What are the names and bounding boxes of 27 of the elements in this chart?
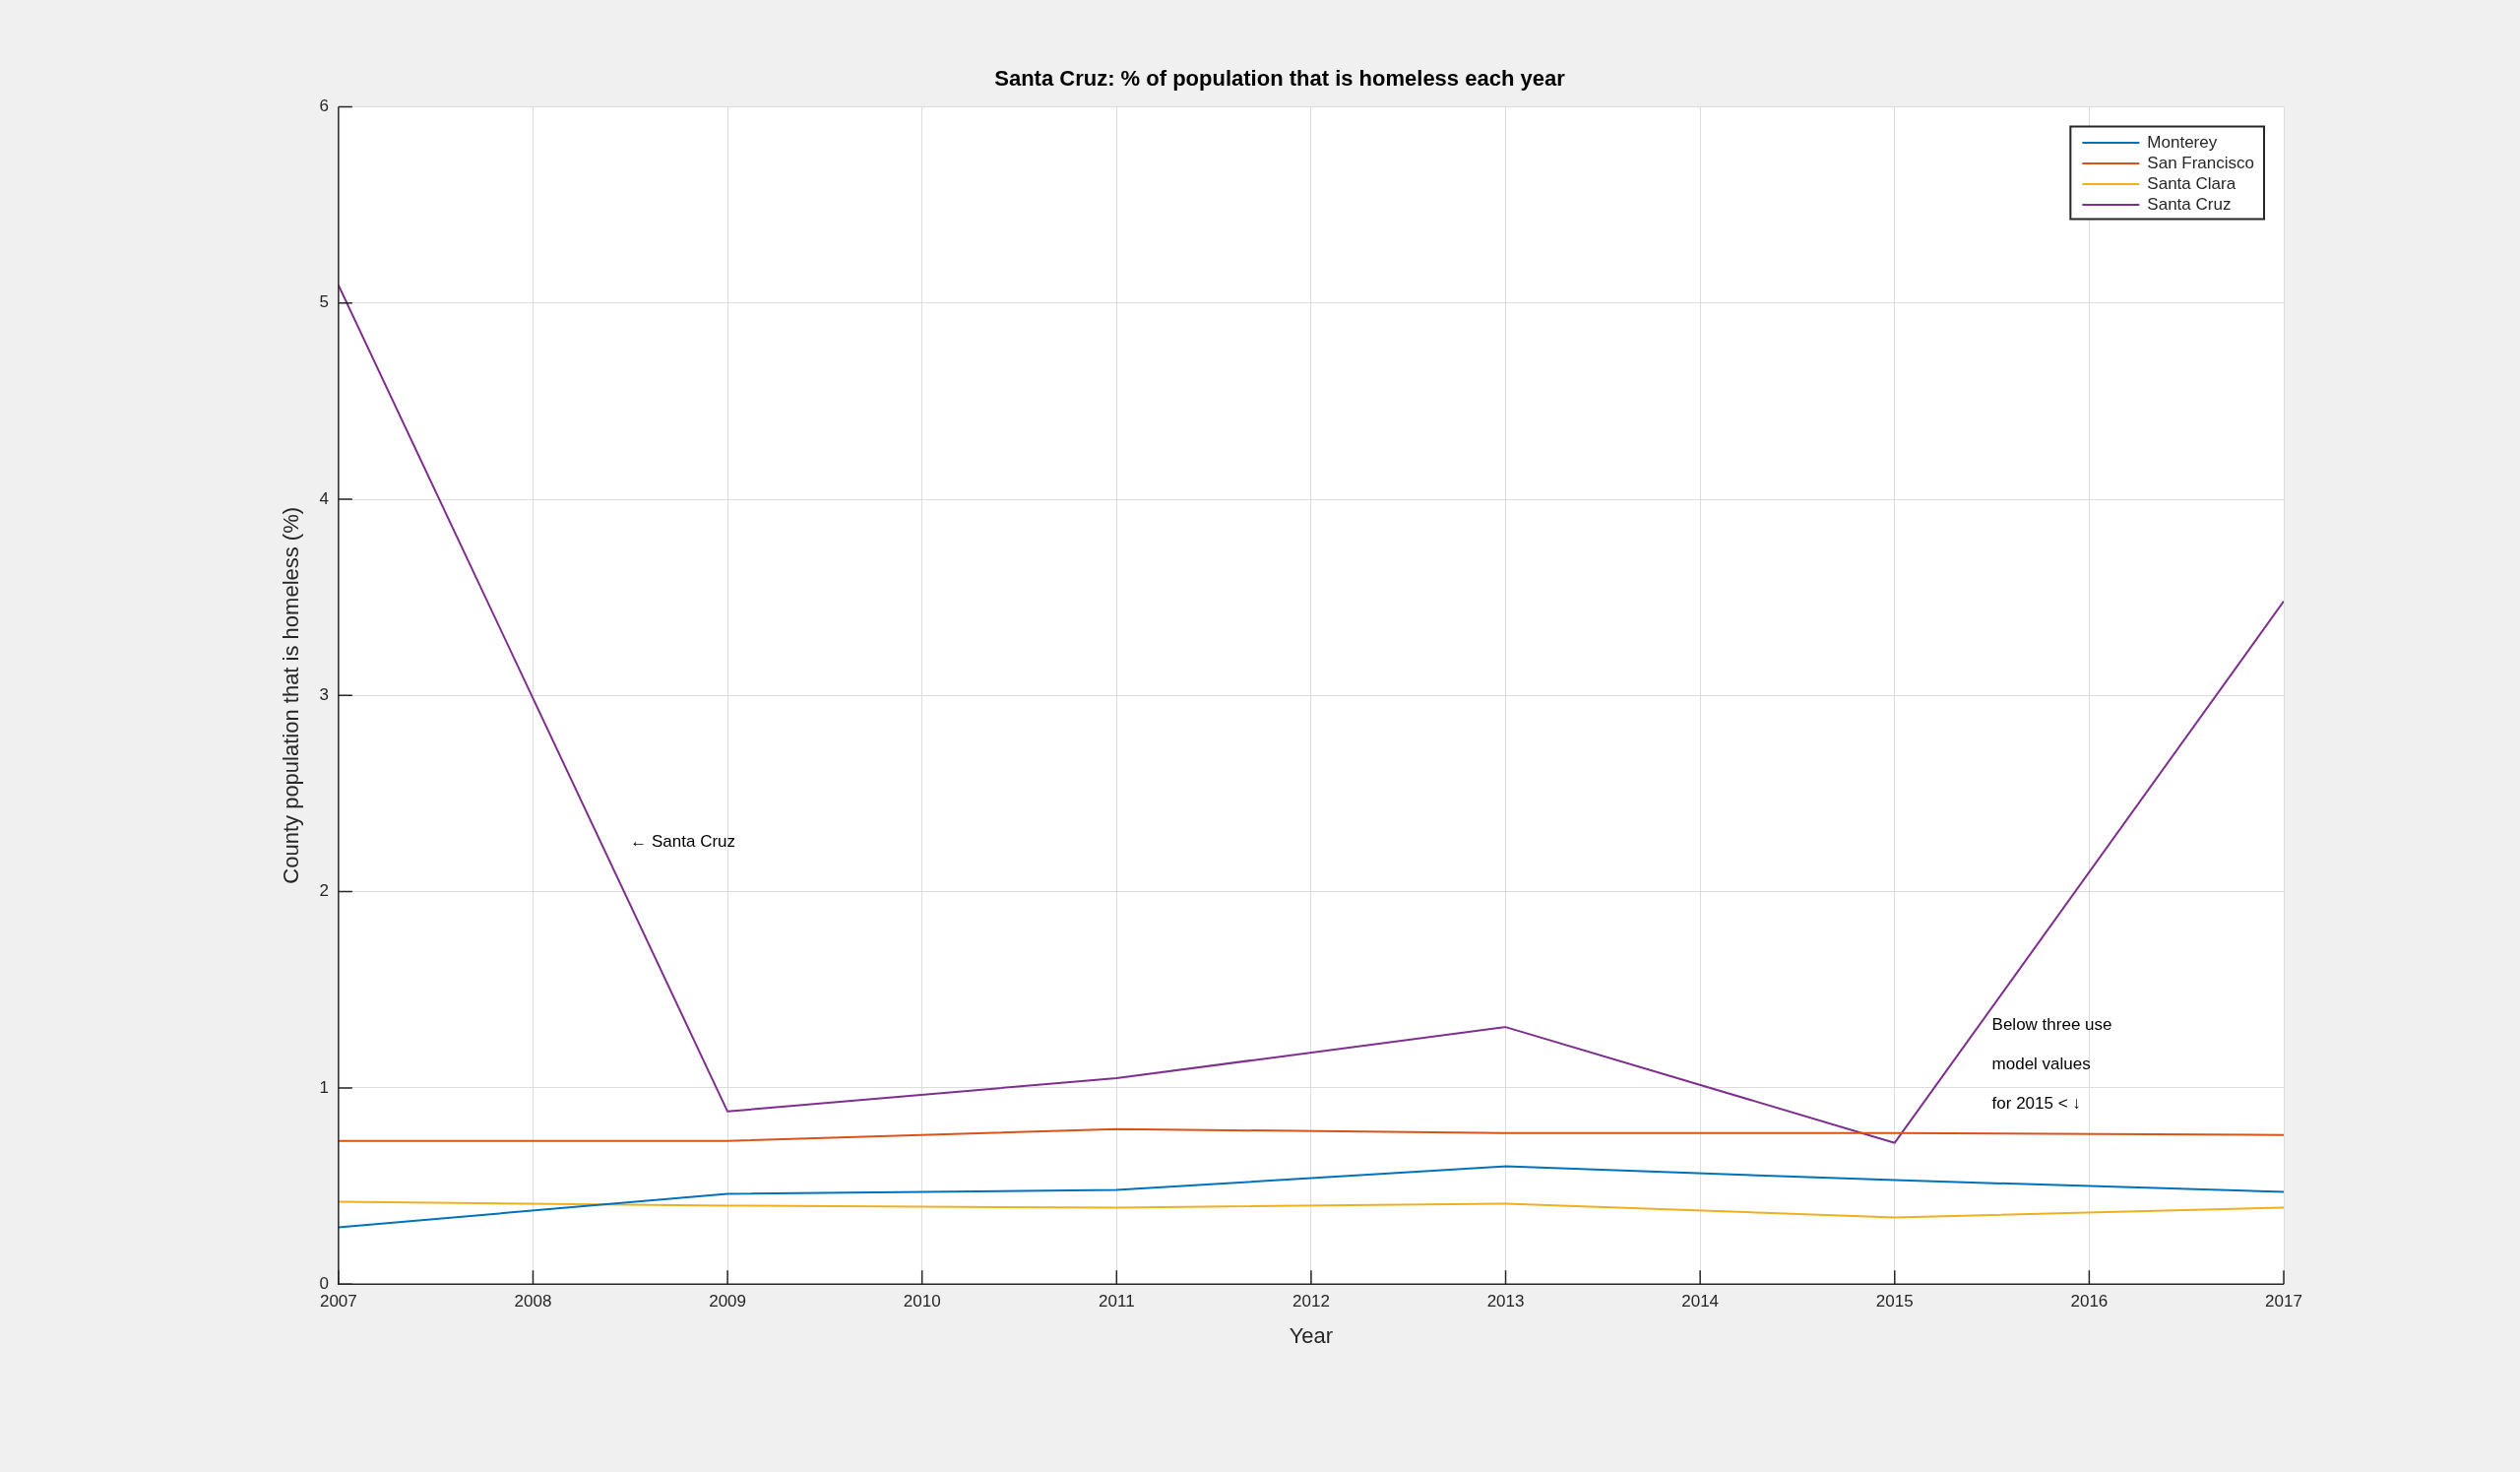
annotation: ← Santa Cruz — [630, 832, 736, 852]
y-tick-label: 1 — [319, 1077, 329, 1097]
y-tick-label: 6 — [319, 96, 329, 116]
y-tick-label: 2 — [319, 881, 329, 901]
x-tick-label: 2017 — [2265, 1292, 2302, 1312]
x-tick-label: 2011 — [1099, 1292, 1135, 1312]
x-tick-label: 2012 — [1292, 1292, 1330, 1312]
x-tick-label: 2016 — [2070, 1292, 2109, 1312]
x-tick-label: 2007 — [319, 1292, 357, 1312]
legend-label: Santa Cruz — [2147, 194, 2232, 214]
text: Below three use model values for 2015 < ↓ — [1991, 1014, 2112, 1113]
x-tick-label: 2015 — [1875, 1292, 1914, 1312]
x-tick-label: 2010 — [903, 1292, 941, 1312]
y-tick-label: 4 — [319, 488, 329, 508]
legend-label: San Francisco — [2147, 153, 2255, 172]
x-tick-label: 2013 — [1486, 1292, 1525, 1312]
chart-title: Santa Cruz: % of population that is homeless each year — [994, 66, 1566, 92]
y-tick-label: 0 — [319, 1273, 329, 1293]
x-tick-label: 2009 — [709, 1292, 746, 1312]
x-tick-label: 2014 — [1681, 1292, 1720, 1312]
y-axis-title: County population that is homeless (%) — [279, 506, 304, 884]
x-tick-label: 2008 — [514, 1292, 552, 1312]
legend-label: Santa Clara — [2147, 173, 2236, 193]
legend-label: Monterey — [2147, 132, 2218, 152]
y-tick-label: 3 — [319, 684, 329, 704]
x-axis-title: Year — [1289, 1322, 1334, 1348]
y-tick-label: 5 — [319, 292, 329, 312]
